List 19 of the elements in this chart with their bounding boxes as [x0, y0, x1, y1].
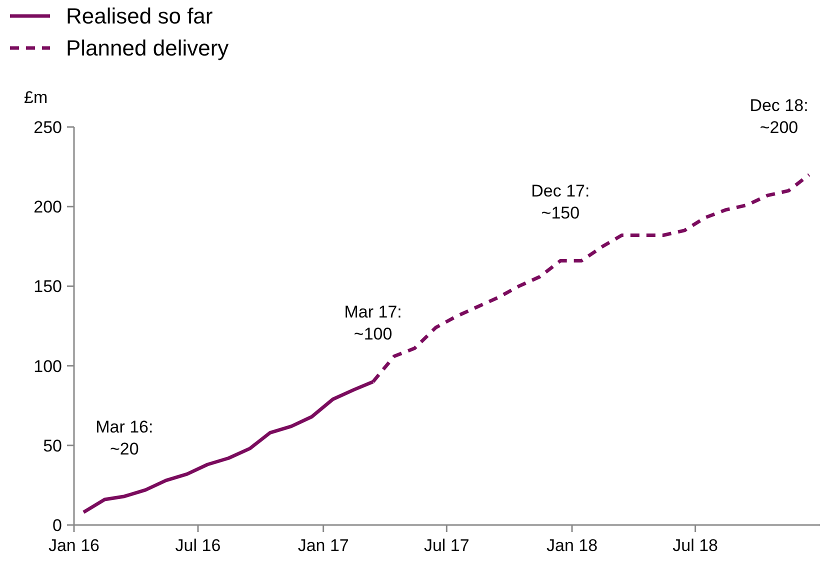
x-tick-label: Jul 18 [672, 536, 718, 555]
y-tick-label: 250 [34, 118, 62, 137]
y-tick-label: 100 [34, 356, 62, 376]
y-tick-label: 150 [34, 277, 62, 296]
x-tick-label: Jan 17 [298, 536, 349, 555]
annotation: Mar 17: ~100 [344, 302, 402, 344]
x-tick-label: Jul 17 [424, 536, 470, 555]
legend-label: Planned delivery [66, 36, 229, 61]
y-axis-title: £m [24, 88, 48, 107]
annotation: Dec 17: ~150 [531, 182, 590, 223]
y-tick-label: 50 [43, 436, 62, 456]
legend-label: Realised so far [66, 4, 213, 29]
x-tick-label: Jan 18 [546, 536, 598, 555]
y-tick-label: 0 [52, 516, 62, 535]
annotation: Mar 16: ~20 [96, 417, 154, 458]
annotation: Dec 18: ~200 [750, 96, 808, 137]
y-tick-label: 200 [34, 198, 62, 217]
x-tick-label: Jan 16 [48, 536, 100, 555]
x-tick-label: Jul 16 [175, 536, 221, 555]
